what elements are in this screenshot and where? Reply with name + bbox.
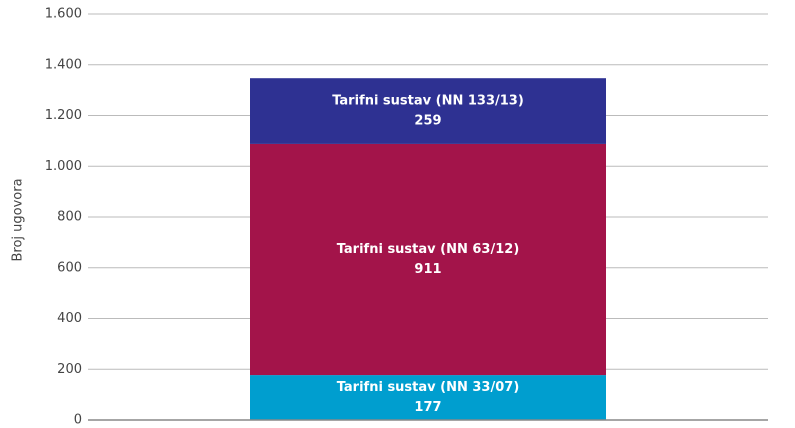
y-tick-label: 400 bbox=[57, 311, 82, 326]
y-tick-label: 1.200 bbox=[45, 108, 82, 123]
y-tick-label: 1.600 bbox=[45, 7, 82, 22]
y-tick-label: 200 bbox=[57, 362, 82, 377]
y-tick-label: 1.000 bbox=[45, 159, 82, 174]
segment-value: 911 bbox=[414, 262, 441, 277]
bar-segment bbox=[250, 375, 606, 420]
segment-label: Tarifni sustav (NN 133/13) bbox=[332, 94, 524, 109]
y-axis-label: Broj ugovora bbox=[11, 178, 26, 261]
y-tick-label: 0 bbox=[74, 413, 82, 428]
bar-segment bbox=[250, 143, 606, 376]
bar-segment bbox=[250, 78, 606, 144]
segment-label: Tarifni sustav (NN 63/12) bbox=[337, 242, 520, 257]
y-tick-label: 1.400 bbox=[45, 57, 82, 72]
y-tick-label: 800 bbox=[57, 210, 82, 225]
y-tick-label: 600 bbox=[57, 260, 82, 275]
segment-value: 177 bbox=[414, 400, 441, 415]
segment-value: 259 bbox=[414, 114, 441, 129]
segment-label: Tarifni sustav (NN 33/07) bbox=[337, 380, 520, 395]
